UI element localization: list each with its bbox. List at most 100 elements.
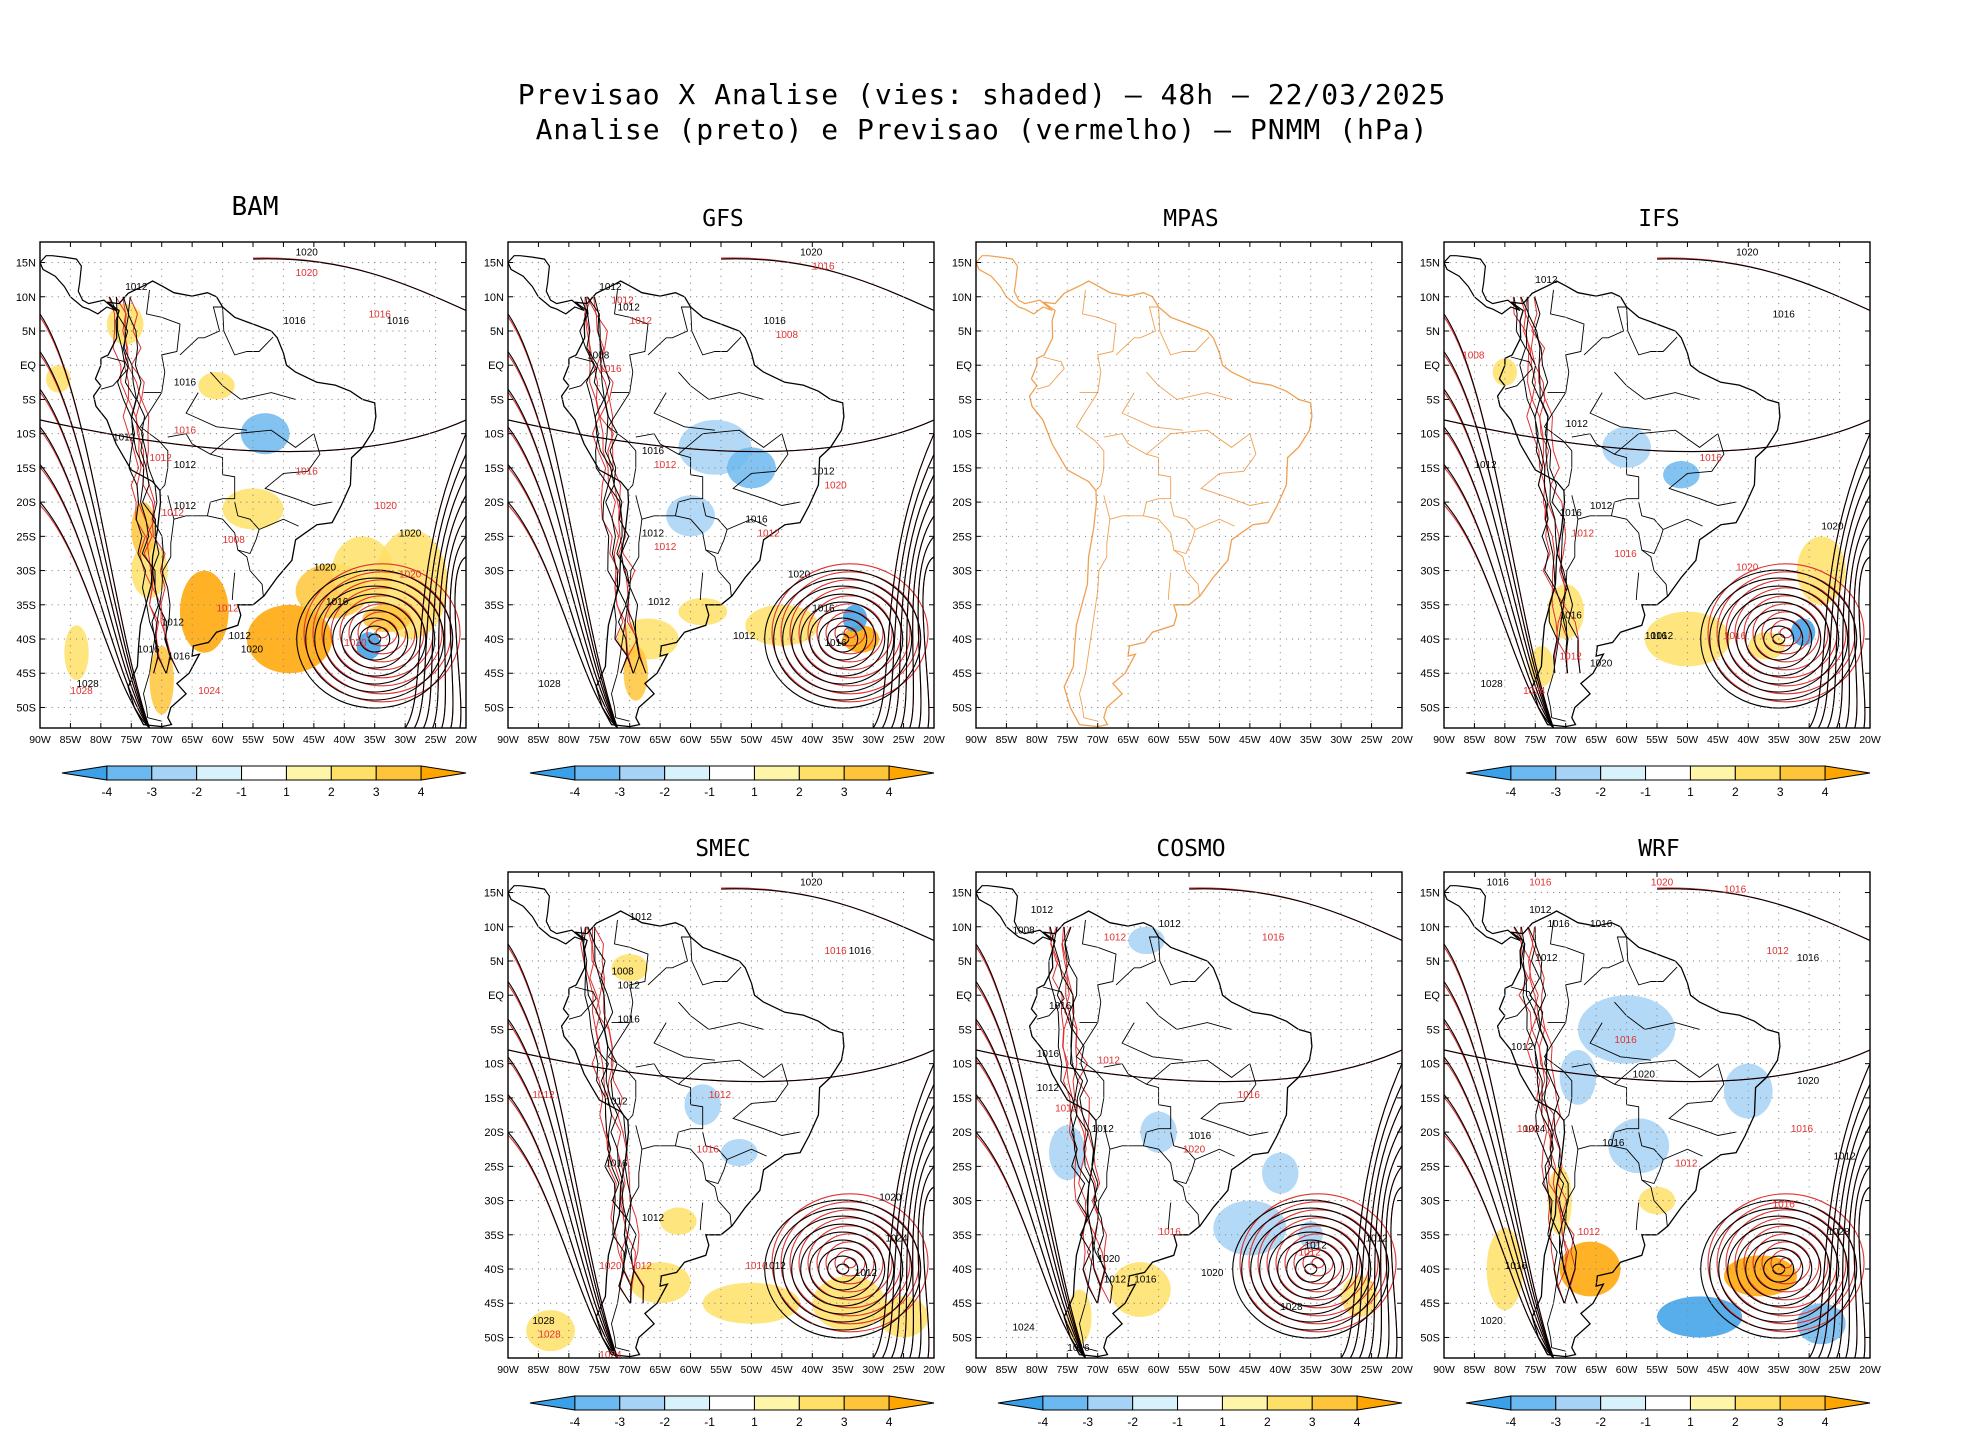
lon-tick-label: 70W — [1555, 734, 1577, 746]
analysis-low-3 — [1745, 1239, 1813, 1299]
isobar-label-forecast: 1012 — [758, 528, 781, 539]
isobar-label-forecast: 1016 — [1262, 932, 1285, 943]
country-border-2 — [690, 306, 742, 356]
lon-tick-label: 65W — [1117, 1364, 1139, 1376]
colorbar-swatch — [151, 765, 198, 781]
isobar-label-analysis: 1016 — [137, 645, 160, 656]
isobar-label-forecast: 1012 — [150, 453, 173, 464]
isobar-label-forecast: 1016 — [812, 261, 835, 272]
lat-tick-label: 20S — [1420, 497, 1440, 509]
isobar-label-analysis: 1016 — [824, 638, 847, 649]
analysis-west-5 — [1444, 313, 1555, 728]
country-border-2 — [1158, 936, 1210, 986]
analysis-north — [252, 258, 466, 311]
analysis-low-6 — [782, 1215, 904, 1323]
lon-tick-label: 30W — [862, 734, 884, 746]
analysis-east-3 — [1836, 1124, 1870, 1358]
analysis-andes-3 — [1534, 926, 1578, 1304]
map-panel-ifs: 1020101210161012101210161012102010161016… — [1420, 241, 1881, 746]
colorbar-label: 4 — [886, 785, 893, 799]
analysis-west-2 — [508, 426, 619, 728]
colorbar-label: -3 — [1082, 1415, 1093, 1429]
colorbar-label: 1 — [751, 785, 758, 799]
country-border-7 — [611, 1149, 643, 1352]
country-border-0 — [1547, 289, 1585, 394]
analysis-east-4 — [909, 515, 934, 728]
lat-tick-label: 15N — [484, 258, 504, 270]
country-border-7 — [611, 519, 643, 722]
analysis-east-2 — [890, 474, 934, 728]
isobar-label-analysis: 1012 — [733, 631, 756, 642]
lat-tick-label: 15S — [16, 463, 36, 475]
colorbar-label: -4 — [570, 785, 581, 799]
lat-tick-label: 10S — [952, 1059, 972, 1071]
lon-tick-label: 85W — [996, 734, 1018, 746]
isobar-label-forecast: 1024 — [599, 1350, 622, 1361]
lat-tick-label: EQ — [488, 990, 504, 1002]
bias-shade-smec-6 — [526, 1310, 575, 1352]
analysis-andes-3 — [593, 296, 647, 674]
lat-tick-label: 40S — [16, 634, 36, 646]
lon-tick-label: 35W — [1300, 734, 1322, 746]
colorbar-swatch — [1734, 1395, 1781, 1411]
colorbar-label: -1 — [236, 785, 247, 799]
forecast-andes-0 — [1513, 926, 1565, 1304]
lat-tick-label: 15S — [952, 463, 972, 475]
lon-tick-label: 30W — [1330, 1364, 1352, 1376]
isobar-label-analysis: 1020 — [1481, 1316, 1504, 1327]
lat-tick-label: 35S — [484, 600, 504, 612]
lon-tick-label: 65W — [1117, 734, 1139, 746]
analysis-andes-2 — [1063, 926, 1106, 1304]
isobar-label-analysis: 1008 — [587, 350, 610, 361]
lon-tick-label: 35W — [1768, 734, 1790, 746]
isobar-label-analysis: 1012 — [1833, 1151, 1856, 1162]
colorbar-swatch — [1465, 1395, 1512, 1411]
lon-tick-label: 60W — [1148, 734, 1170, 746]
analysis-low-5 — [1727, 1223, 1831, 1315]
lon-tick-label: 35W — [832, 734, 854, 746]
analysis-low-7 — [773, 1207, 913, 1331]
forecast-low-4 — [339, 595, 425, 671]
lat-tick-label: 40S — [484, 1264, 504, 1276]
country-border-11 — [258, 518, 299, 530]
analysis-east-6 — [1858, 556, 1870, 728]
isobar-label-analysis: 1020 — [1797, 1076, 1820, 1087]
lat-tick-label: 15N — [952, 888, 972, 900]
country-border-5 — [167, 433, 236, 520]
colorbar-swatch — [888, 1395, 935, 1411]
country-border-9 — [1635, 1202, 1640, 1231]
lon-tick-label: 55W — [710, 1364, 732, 1376]
country-border-13 — [1589, 1022, 1651, 1061]
isobar-label-forecast: 1016 — [1773, 1199, 1796, 1210]
grid-dots — [513, 261, 905, 728]
colorbar-label: -1 — [704, 1415, 715, 1429]
lon-tick-label: 45W — [771, 734, 793, 746]
lat-tick-label: 15S — [484, 463, 504, 475]
lon-tick-label: 80W — [1494, 734, 1516, 746]
lat-tick-label: 15N — [484, 888, 504, 900]
forecast-low-8 — [1707, 563, 1865, 703]
colorbar-label: -3 — [614, 1415, 625, 1429]
country-border-9 — [699, 1202, 704, 1231]
colorbar-label: 4 — [1822, 1415, 1829, 1429]
lat-tick-label: 30S — [952, 566, 972, 578]
lon-tick-label: 25W — [1829, 734, 1851, 746]
analysis-mid — [976, 1049, 1402, 1083]
analysis-east-0 — [872, 433, 934, 728]
lon-tick-label: 30W — [394, 734, 416, 746]
forecast-andes-3 — [593, 296, 647, 674]
country-border-4 — [607, 392, 637, 491]
grid-dots — [981, 261, 1373, 728]
lat-tick-label: EQ — [20, 360, 36, 372]
isobar-label-forecast: 1016 — [1238, 1090, 1261, 1101]
country-border-10 — [1614, 1059, 1737, 1136]
colorbar-label: 3 — [1309, 1415, 1316, 1429]
figure-title-line2: Analise (preto) e Previsao (vermelho) – … — [535, 113, 1429, 146]
lat-tick-label: 45S — [1420, 668, 1440, 680]
analysis-low-1 — [1763, 625, 1795, 653]
lon-tick-label: 60W — [1616, 1364, 1638, 1376]
analysis-andes-1 — [1520, 296, 1569, 674]
forecast-north — [1656, 257, 1870, 311]
isobar-label-analysis: 1016 — [1049, 1001, 1072, 1012]
analysis-west-1 — [1444, 1094, 1554, 1358]
